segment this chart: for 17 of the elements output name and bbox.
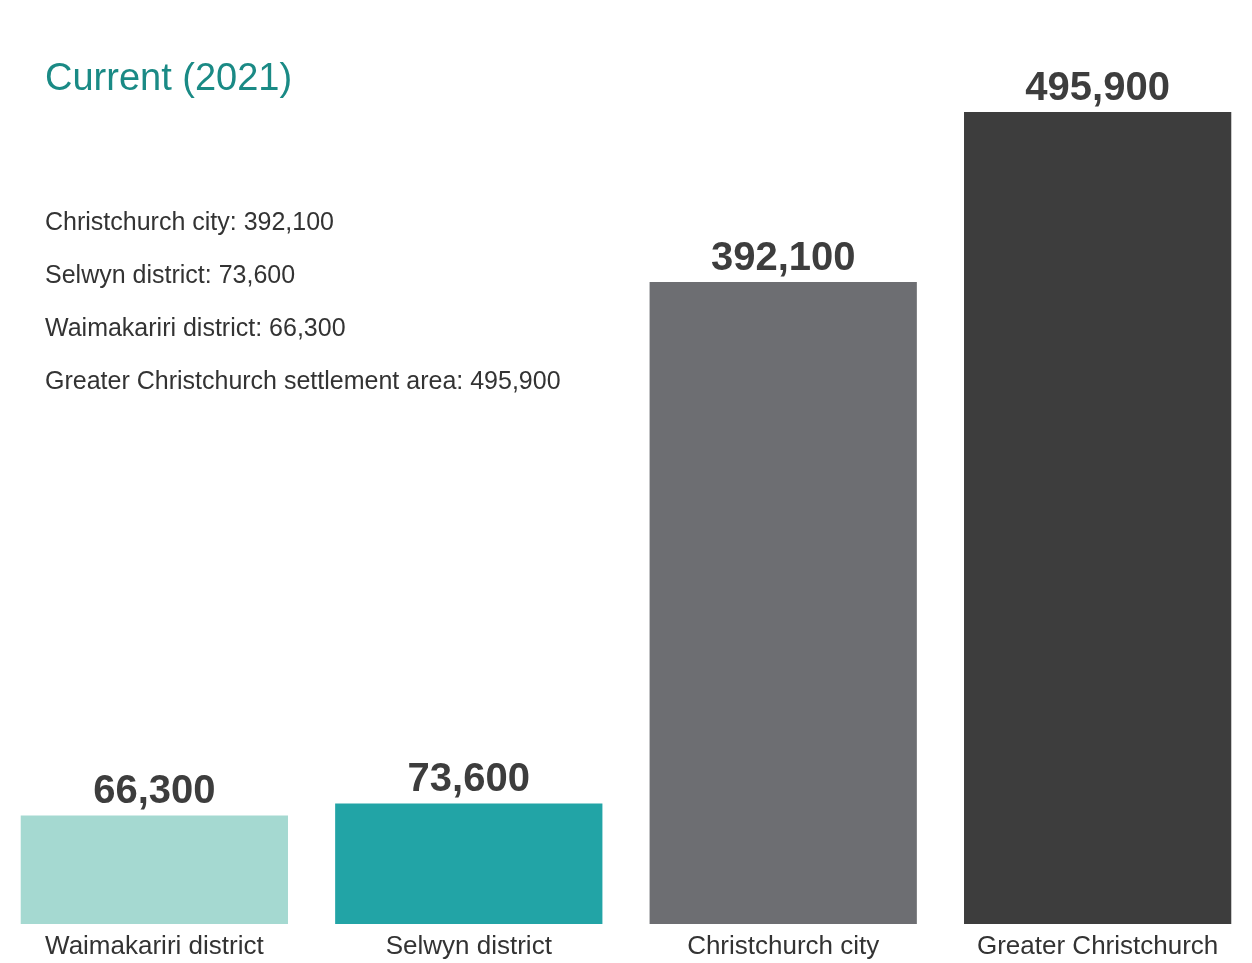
chart-title: Current (2021) <box>45 56 293 98</box>
x-tick-label: Greater Christchurch <box>976 929 1219 960</box>
annotation: Waimakariri district: 66,300 <box>45 313 346 341</box>
annotation: Christchurch city: 392,100 <box>45 207 335 235</box>
bar <box>649 281 917 924</box>
annotation: Selwyn district: 73,600 <box>45 260 296 288</box>
x-tick-label: Christchurch city <box>687 929 880 960</box>
data-label: 73,600 <box>407 755 530 800</box>
x-tick-label: Selwyn district <box>385 929 553 960</box>
data-label: 66,300 <box>93 767 216 812</box>
bar <box>20 815 288 924</box>
annotation: Greater Christchurch settlement area: 495,900 <box>45 366 561 394</box>
data-label: 495,900 <box>1025 64 1170 108</box>
x-tick-label: Waimakariri district <box>45 929 265 960</box>
bar <box>335 803 603 924</box>
data-label: 392,100 <box>710 233 856 278</box>
bar <box>964 112 1232 924</box>
